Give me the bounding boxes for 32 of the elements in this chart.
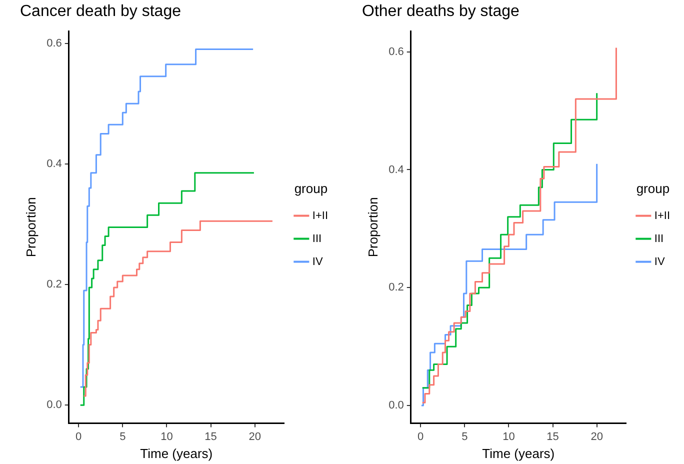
y-tick-label: 0.4	[46, 158, 62, 170]
legend-label: IV	[654, 256, 666, 268]
legend-label: III	[654, 232, 664, 245]
y-tick-label: 0.6	[388, 46, 404, 58]
y-axis-title: Proportion	[365, 197, 380, 258]
y-tick-label: 0.2	[388, 282, 404, 294]
legend-title: group	[636, 180, 670, 196]
y-tick-label: 0.0	[46, 399, 62, 412]
x-tick-label: 15	[204, 430, 217, 443]
y-tick-label: 0.4	[388, 164, 404, 176]
legend-label: III	[312, 232, 322, 245]
x-tick-label: 5	[462, 430, 468, 443]
x-tick-label: 20	[590, 430, 603, 443]
chart-title: Other deaths by stage	[362, 3, 520, 20]
chart-title: Cancer death by stage	[20, 3, 182, 20]
x-tick-label: 0	[418, 430, 424, 443]
legend-label: I+II	[654, 210, 670, 222]
x-tick-label: 10	[502, 430, 515, 443]
x-tick-label: 15	[546, 430, 559, 443]
legend-title: group	[294, 180, 328, 196]
x-axis-title: Time (years)	[140, 446, 213, 461]
x-tick-label: 0	[76, 430, 82, 443]
y-tick-label: 0.6	[46, 37, 62, 50]
x-tick-label: 10	[160, 430, 173, 443]
legend-label: IV	[312, 256, 324, 268]
y-axis-title: Proportion	[23, 197, 38, 258]
y-tick-label: 0.2	[46, 278, 62, 291]
legend-label: I+II	[312, 210, 328, 222]
x-tick-label: 5	[120, 430, 126, 443]
x-tick-label: 20	[248, 430, 261, 443]
x-axis-title: Time (years)	[482, 446, 555, 461]
y-tick-label: 0.0	[388, 400, 404, 412]
